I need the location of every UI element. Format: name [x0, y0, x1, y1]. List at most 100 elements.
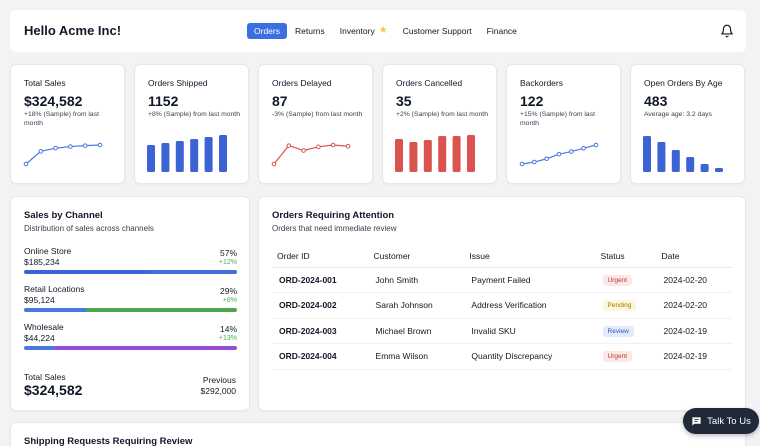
sparkline-point — [23, 161, 29, 167]
mini-bar — [409, 142, 418, 172]
status-cell: Pending — [595, 292, 657, 319]
customer-name: John Smith — [368, 267, 465, 293]
mini-bar — [395, 139, 403, 172]
column-header[interactable]: Order ID — [272, 245, 369, 268]
kpi-title: Orders Cancelled — [396, 78, 463, 88]
bell-icon[interactable] — [720, 23, 734, 39]
sparkline-point — [82, 143, 88, 148]
channel-bar-track — [53, 346, 237, 350]
customer-name: Sarah Johnson — [368, 292, 465, 319]
channel-delta: +8% — [222, 297, 237, 304]
mini-bar — [175, 141, 184, 172]
customer-name: Emma Wilson — [368, 343, 465, 370]
total-sales-value: $324,582 — [24, 382, 83, 398]
kpi-card-total-sales: Total Sales $324,582 +18% (Sample) from … — [10, 64, 125, 184]
mini-bar — [147, 145, 155, 172]
mini-bar — [161, 143, 170, 172]
kpi-title: Open Orders By Age — [644, 78, 723, 88]
shipping-requests-card: Shipping Requests Requiring Review — [10, 422, 746, 446]
nav-inventory[interactable]: Inventory ★ — [333, 23, 395, 39]
sparkline-point — [330, 142, 336, 148]
table-header-row: Order ID Customer Issue Status Date — [272, 245, 732, 268]
kpi-title: Total Sales — [24, 78, 66, 88]
kpi-trend: Average age: 3.2 days — [644, 111, 712, 118]
order-id[interactable]: ORD-2024-002 — [272, 292, 369, 319]
sparkline-point — [286, 143, 292, 148]
order-date: 2024-02-19 — [656, 318, 732, 344]
kpi-value: $324,582 — [24, 93, 83, 109]
nav-returns[interactable]: Returns — [288, 23, 332, 39]
nav-inventory-label: Inventory — [339, 26, 375, 36]
sparkline-point — [581, 145, 586, 151]
nav-finance[interactable]: Finance — [480, 23, 524, 39]
order-date: 2024-02-19 — [656, 343, 732, 370]
sparkline-line — [25, 144, 101, 165]
orders-attention-card: Orders Requiring Attention Orders that n… — [258, 196, 746, 411]
sparkline-point — [556, 151, 562, 157]
section-title: Orders Requiring Attention — [272, 210, 395, 221]
column-header[interactable]: Date — [656, 245, 732, 268]
bar-mini-chart — [147, 135, 227, 172]
sparkline-point — [316, 144, 321, 150]
issue: Address Verification — [464, 292, 596, 319]
sparkline-point — [38, 149, 44, 154]
kpi-value: 483 — [644, 93, 668, 109]
kpi-card-backorders: Backorders 122 +15% (Sample) from last m… — [506, 64, 621, 184]
kpi-title: Orders Delayed — [272, 78, 332, 88]
mini-bar — [204, 137, 213, 172]
order-id[interactable]: ORD-2024-001 — [272, 267, 369, 293]
mini-bar — [700, 164, 709, 172]
bar-mini-chart — [643, 136, 723, 172]
star-icon: ★ — [378, 25, 388, 36]
table-row[interactable]: ORD-2024-002 Sarah Johnson Address Verif… — [272, 292, 732, 319]
greeting-title: Hello Acme Inc! — [24, 23, 122, 38]
sparkline-point — [544, 156, 549, 162]
order-id[interactable]: ORD-2024-004 — [272, 343, 369, 370]
previous-value: $292,000 — [200, 386, 236, 396]
kpi-card-orders-cancelled: Orders Cancelled 35 +2% (Sample) from la… — [382, 64, 497, 184]
mini-bar — [219, 135, 227, 172]
column-header[interactable]: Status — [595, 245, 657, 268]
sparkline-point — [301, 148, 306, 153]
talk-to-us-button[interactable]: Talk To Us — [683, 408, 759, 434]
issue: Invalid SKU — [464, 318, 596, 344]
sparkline-point — [271, 161, 277, 167]
sparkline-chart — [23, 142, 103, 167]
table-row[interactable]: ORD-2024-004 Emma Wilson Quantity Discre… — [272, 343, 732, 370]
kpi-value: 35 — [396, 93, 412, 109]
column-header[interactable]: Customer — [368, 245, 465, 268]
talk-to-us-label: Talk To Us — [707, 415, 751, 427]
channel-progress-bar — [24, 308, 237, 312]
channel-bar-fill — [24, 270, 146, 274]
table-row[interactable]: ORD-2024-003 Michael Brown Invalid SKU R… — [272, 318, 732, 344]
nav-orders[interactable]: Orders — [247, 23, 287, 39]
nav-returns-label: Returns — [294, 26, 325, 36]
main-nav: Orders Returns Inventory ★ Customer Suppo… — [247, 23, 525, 39]
section-subtitle: Orders that need immediate review — [272, 224, 397, 233]
channel-progress-bar — [24, 346, 237, 350]
column-header[interactable]: Issue — [464, 245, 596, 268]
channel-amount: $95,124 — [24, 295, 55, 305]
table-row[interactable]: ORD-2024-001 John Smith Payment Failed U… — [272, 267, 732, 293]
previous-label: Previous — [202, 375, 236, 385]
kpi-trend: +18% (Sample) from last month — [24, 111, 99, 127]
order-id[interactable]: ORD-2024-003 — [272, 318, 369, 344]
customer-name: Michael Brown — [368, 318, 465, 344]
sparkline-point — [345, 143, 351, 149]
status-cell: Urgent — [595, 343, 657, 370]
nav-finance-label: Finance — [486, 26, 517, 36]
channel-name: Retail Locations — [24, 284, 85, 294]
nav-customer-support[interactable]: Customer Support — [396, 23, 479, 39]
status-badge: Pending — [602, 300, 637, 312]
kpi-card-orders-shipped: Orders Shipped 1152 +8% (Sample) from la… — [134, 64, 249, 184]
sparkline-chart — [519, 142, 599, 167]
channel-delta: +13% — [218, 335, 237, 342]
top-header: Hello Acme Inc! Orders Returns Inventory… — [10, 10, 746, 52]
channel-delta: +12% — [218, 259, 237, 266]
kpi-value: 122 — [520, 93, 544, 109]
channel-bar-fill — [24, 346, 54, 350]
channel-percent: 57% — [219, 248, 237, 258]
channel-amount: $185,234 — [24, 257, 60, 267]
kpi-trend: +15% (Sample) from last month — [520, 111, 595, 127]
kpi-value: 87 — [272, 93, 288, 109]
